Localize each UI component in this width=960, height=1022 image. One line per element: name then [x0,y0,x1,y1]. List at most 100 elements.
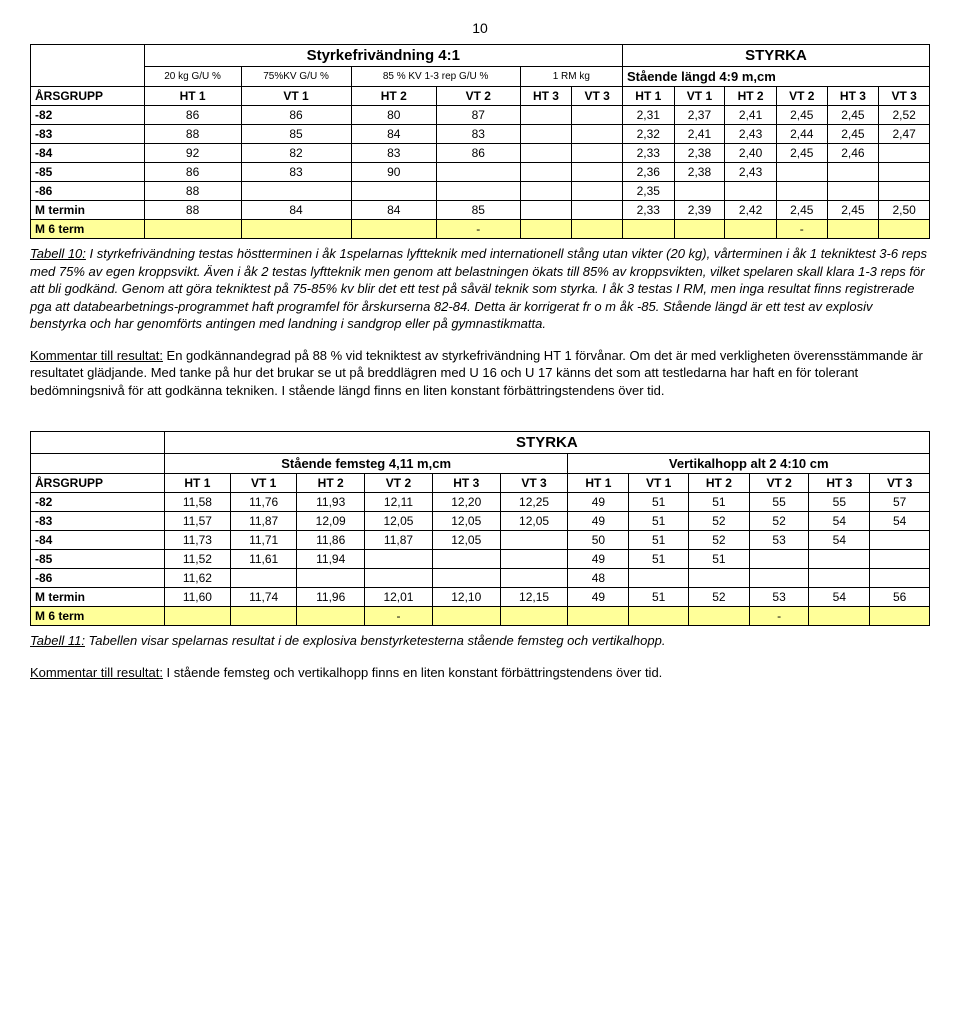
cell: 54 [809,531,870,550]
cell [520,163,572,182]
kommentar-1-label: Kommentar till resultat: [30,348,163,363]
cell [520,182,572,201]
row-label: -86 [31,182,145,201]
table-row: -8311,5711,8712,0912,0512,0512,054951525… [31,512,930,531]
term-col: VT 2 [436,87,520,106]
cell [629,607,689,626]
cell: 12,11 [365,493,433,512]
term-col: HT 3 [520,87,572,106]
row-label: M 6 term [31,220,145,239]
cell: 52 [688,512,749,531]
tabell-11-text: Tabellen visar spelarnas resultat i de e… [85,633,666,648]
cell [629,569,689,588]
cell: 11,62 [164,569,230,588]
t2-title: STYRKA [164,432,929,454]
cell [749,569,809,588]
cell [879,144,930,163]
cell [241,182,351,201]
cell: - [436,220,520,239]
cell: 90 [351,163,436,182]
term-col: HT 2 [688,474,749,493]
cell: 83 [351,144,436,163]
cell: 57 [870,493,930,512]
term-col: HT 1 [622,87,674,106]
cell [809,569,870,588]
cell: 2,42 [725,201,777,220]
cell: 55 [749,493,809,512]
cell [827,182,879,201]
cell: 51 [629,512,689,531]
styrka-table-1: Styrkefrivändning 4:1 STYRKA 20 kg G/U %… [30,44,930,239]
cell: 11,73 [164,531,230,550]
term-col: VT 3 [870,474,930,493]
cell: 82 [241,144,351,163]
cell: 2,45 [827,125,879,144]
cell [241,220,351,239]
cell: 83 [436,125,520,144]
cell: 11,94 [297,550,365,569]
cell [809,607,870,626]
cell [776,182,827,201]
cell: 51 [688,493,749,512]
cell: 52 [688,588,749,607]
cell: 84 [351,125,436,144]
cell: 85 [436,201,520,220]
cell: 2,38 [674,163,725,182]
cell: 2,41 [725,106,777,125]
cell: 2,45 [776,106,827,125]
cell [809,550,870,569]
cell [879,163,930,182]
cell [725,182,777,201]
row-label: -84 [31,144,145,163]
kommentar-2-label: Kommentar till resultat: [30,665,163,680]
cell: 11,93 [297,493,365,512]
t1-title: STYRKA [622,45,929,67]
cell: 12,05 [432,512,500,531]
cell: 51 [629,550,689,569]
cell: 11,96 [297,588,365,607]
cell: 86 [436,144,520,163]
table-row: M termin11,6011,7411,9612,0112,1012,1549… [31,588,930,607]
col-arsgrupp: ÅRSGRUPP [31,87,145,106]
cell: 55 [809,493,870,512]
term-col: HT 2 [725,87,777,106]
t1-sub-2: 85 % KV 1-3 rep G/U % [351,67,520,87]
term-col: HT 1 [164,474,230,493]
cell: 49 [568,550,629,569]
cell: 11,87 [365,531,433,550]
page-number: 10 [30,20,930,36]
cell: 2,43 [725,163,777,182]
cell: 2,46 [827,144,879,163]
cell [520,125,572,144]
cell [572,182,623,201]
cell: 52 [688,531,749,550]
cell: 49 [568,512,629,531]
term-col: VT 2 [776,87,827,106]
cell: 11,57 [164,512,230,531]
term-col: HT 3 [827,87,879,106]
cell: 84 [241,201,351,220]
cell: 11,86 [297,531,365,550]
cell [725,220,777,239]
cell: 12,05 [500,512,568,531]
col-arsgrupp: ÅRSGRUPP [31,474,165,493]
table-row: -84928283862,332,382,402,452,46 [31,144,930,163]
cell [231,569,297,588]
cell: 50 [568,531,629,550]
cell: 12,20 [432,493,500,512]
term-col: HT 2 [351,87,436,106]
cell: 86 [144,106,241,125]
cell [432,569,500,588]
cell: 49 [568,588,629,607]
cell: 48 [568,569,629,588]
cell [674,182,725,201]
cell: - [776,220,827,239]
table-row: -83888584832,322,412,432,442,452,47 [31,125,930,144]
row-label: -85 [31,163,145,182]
cell [572,125,623,144]
t1-sub-0: 20 kg G/U % [144,67,241,87]
cell: - [749,607,809,626]
cell [432,550,500,569]
cell: 56 [870,588,930,607]
cell: 2,43 [725,125,777,144]
